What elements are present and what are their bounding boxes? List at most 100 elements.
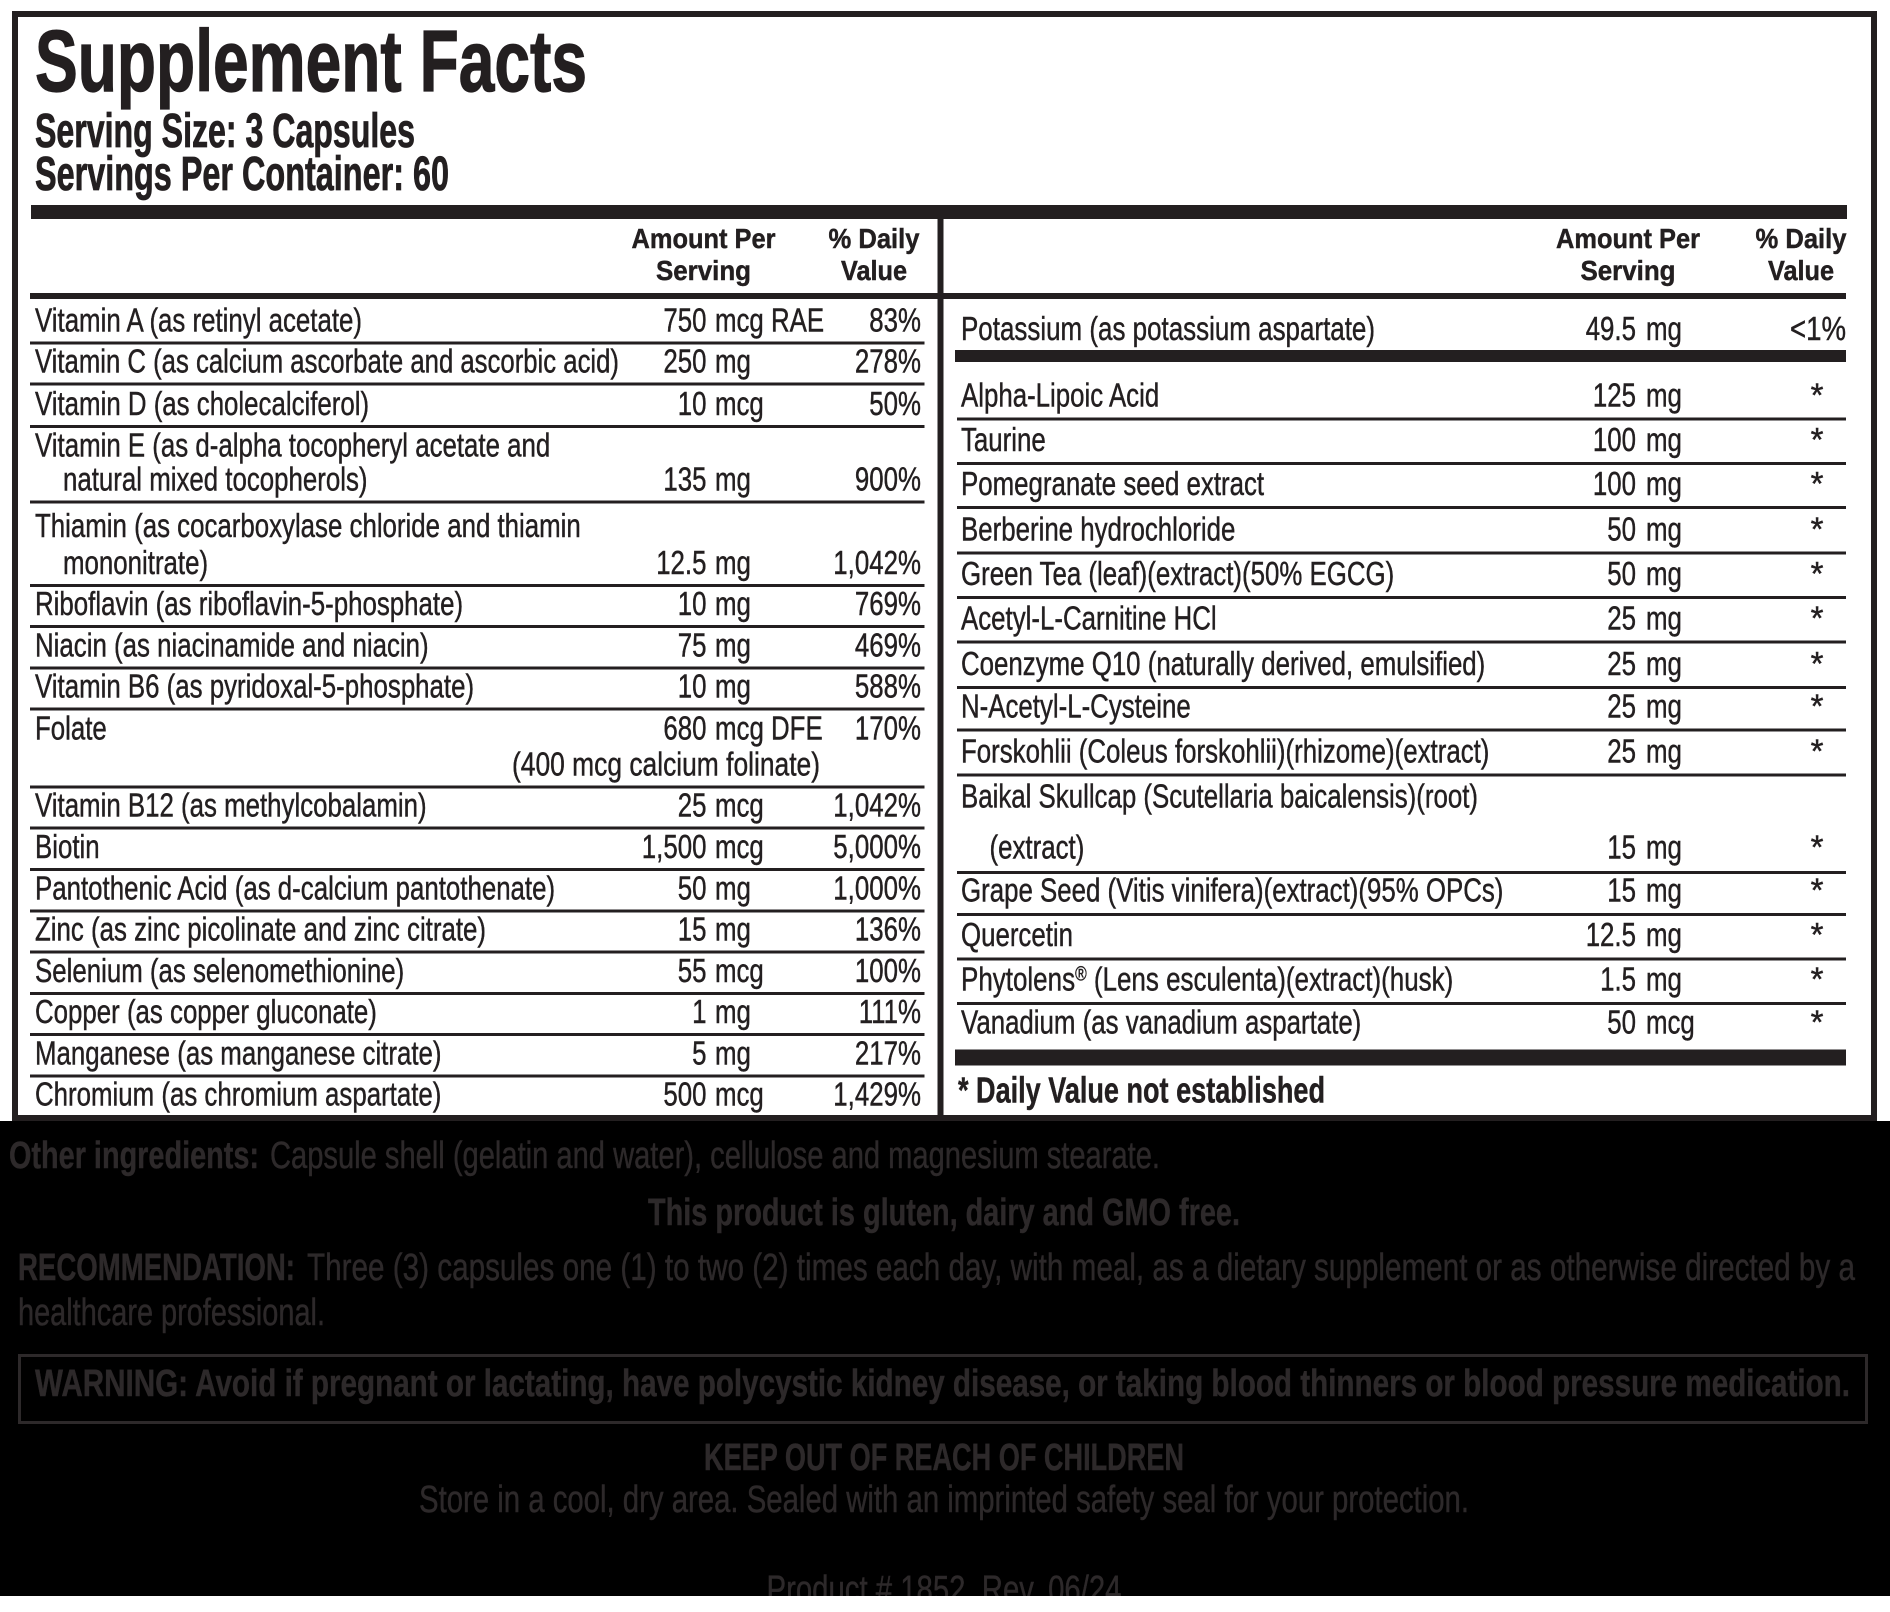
- svg-text:<1%: <1%: [1790, 310, 1846, 347]
- svg-text:KEEP OUT OF REACH OF CHILDREN: KEEP OUT OF REACH OF CHILDREN: [704, 1437, 1184, 1479]
- svg-text:Quercetin: Quercetin: [961, 916, 1073, 953]
- svg-text:125: 125: [1593, 377, 1636, 414]
- svg-text:Store in a cool, dry area. Sea: Store in a cool, dry area. Sealed with a…: [419, 1479, 1469, 1521]
- svg-text:mg: mg: [1646, 310, 1682, 347]
- svg-text:*: *: [1811, 421, 1824, 458]
- svg-text:mg: mg: [1646, 960, 1682, 997]
- svg-text:250: 250: [663, 343, 706, 380]
- svg-text:1,000%: 1,000%: [833, 869, 921, 906]
- svg-text:Selenium (as selenomethionine): Selenium (as selenomethionine): [35, 952, 404, 989]
- svg-text:170%: 170%: [855, 710, 921, 747]
- svg-text:Biotin: Biotin: [35, 828, 100, 865]
- svg-text:Taurine: Taurine: [961, 421, 1046, 458]
- svg-text:Value: Value: [1768, 255, 1834, 286]
- svg-text:mononitrate): mononitrate): [63, 544, 208, 581]
- svg-text:mg: mg: [1646, 600, 1682, 637]
- svg-text:Coenzyme Q10 (naturally derive: Coenzyme Q10 (naturally derived, emulsif…: [961, 645, 1485, 682]
- svg-text:1: 1: [692, 993, 706, 1030]
- svg-text:Pomegranate seed extract: Pomegranate seed extract: [961, 465, 1264, 502]
- svg-text:*: *: [1811, 733, 1824, 770]
- svg-text:mg: mg: [1646, 688, 1682, 725]
- svg-text:*: *: [1811, 465, 1824, 502]
- svg-text:Amount Per: Amount Per: [1556, 223, 1700, 254]
- svg-text:Grape Seed (Vitis vinifera)(ex: Grape Seed (Vitis vinifera)(extract)(95%…: [961, 872, 1503, 909]
- svg-text:Serving: Serving: [656, 255, 751, 286]
- svg-text:25: 25: [1607, 600, 1636, 637]
- svg-text:100: 100: [1593, 465, 1636, 502]
- svg-text:mg: mg: [1646, 377, 1682, 414]
- svg-text:1,042%: 1,042%: [833, 544, 921, 581]
- svg-text:*: *: [1811, 555, 1824, 592]
- svg-text:100%: 100%: [855, 952, 921, 989]
- svg-text:Zinc (as zinc picolinate and z: Zinc (as zinc picolinate and zinc citrat…: [35, 911, 486, 948]
- svg-text:12.5: 12.5: [1586, 916, 1636, 953]
- svg-text:mg: mg: [715, 911, 751, 948]
- svg-text:Servings Per Container: 60: Servings Per Container: 60: [35, 148, 449, 201]
- svg-text:mg: mg: [1646, 421, 1682, 458]
- svg-text:RECOMMENDATION:: RECOMMENDATION:: [18, 1247, 295, 1289]
- svg-text:mg: mg: [715, 544, 751, 581]
- svg-text:750: 750: [663, 301, 706, 338]
- svg-text:Baikal Skullcap (Scutellaria b: Baikal Skullcap (Scutellaria baicalensis…: [961, 778, 1478, 815]
- svg-text:mg: mg: [715, 626, 751, 663]
- svg-text:Thiamin (as cocarboxylase chlo: Thiamin (as cocarboxylase chloride and t…: [35, 507, 581, 544]
- svg-text:135: 135: [663, 461, 706, 498]
- svg-text:*: *: [1811, 829, 1824, 866]
- svg-text:mg: mg: [715, 993, 751, 1030]
- svg-text:*: *: [1811, 645, 1824, 682]
- svg-text:Chromium (as chromium aspartat: Chromium (as chromium aspartate): [35, 1076, 441, 1113]
- svg-text:50: 50: [1607, 555, 1636, 592]
- svg-text:mg: mg: [715, 343, 751, 380]
- svg-text:83%: 83%: [869, 301, 921, 338]
- svg-text:Berberine hydrochloride: Berberine hydrochloride: [961, 510, 1235, 547]
- svg-text:25: 25: [1607, 688, 1636, 725]
- svg-text:25: 25: [1607, 733, 1636, 770]
- svg-text:50: 50: [1607, 510, 1636, 547]
- svg-text:mg: mg: [715, 1035, 751, 1072]
- svg-text:Capsule shell (gelatin and wat: Capsule shell (gelatin and water), cellu…: [270, 1135, 1160, 1177]
- svg-text:10: 10: [678, 585, 707, 622]
- svg-text:N-Acetyl-L-Cysteine: N-Acetyl-L-Cysteine: [961, 688, 1191, 725]
- svg-text:217%: 217%: [855, 1035, 921, 1072]
- svg-text:mg: mg: [1646, 465, 1682, 502]
- svg-text:Value: Value: [841, 255, 907, 286]
- svg-text:Vitamin E (as d-alpha tocopher: Vitamin E (as d-alpha tocopheryl acetate…: [35, 427, 550, 464]
- svg-text:*: *: [1811, 688, 1824, 725]
- svg-text:Vitamin C (as calcium ascorbat: Vitamin C (as calcium ascorbate and asco…: [35, 343, 619, 380]
- svg-text:mcg: mcg: [715, 952, 764, 989]
- svg-text:Serving Size: 3 Capsules: Serving Size: 3 Capsules: [35, 105, 415, 158]
- svg-text:*: *: [1811, 377, 1824, 414]
- svg-text:10: 10: [678, 668, 707, 705]
- svg-text:Vanadium (as vanadium aspartat: Vanadium (as vanadium aspartate): [961, 1004, 1361, 1041]
- svg-text:Copper (as copper gluconate): Copper (as copper gluconate): [35, 993, 377, 1030]
- svg-text:25: 25: [1607, 645, 1636, 682]
- svg-text:136%: 136%: [855, 911, 921, 948]
- svg-text:10: 10: [678, 385, 707, 422]
- svg-text:mg: mg: [715, 461, 751, 498]
- svg-text:mg: mg: [715, 585, 751, 622]
- svg-text:Phytolens® (Lens esculenta)(ex: Phytolens® (Lens esculenta)(extract)(hus…: [961, 960, 1453, 997]
- svg-text:mg: mg: [1646, 555, 1682, 592]
- svg-text:mg: mg: [1646, 872, 1682, 909]
- svg-text:Supplement Facts: Supplement Facts: [35, 13, 587, 110]
- svg-text:mg: mg: [1646, 829, 1682, 866]
- svg-text:Three (3) capsules one (1) to: Three (3) capsules one (1) to two (2) ti…: [307, 1247, 1856, 1289]
- svg-text:5: 5: [692, 1035, 706, 1072]
- svg-text:mcg: mcg: [1646, 1004, 1695, 1041]
- svg-text:(400 mcg calcium folinate): (400 mcg calcium folinate): [512, 745, 820, 782]
- svg-text:*: *: [1811, 1004, 1824, 1041]
- svg-text:5,000%: 5,000%: [833, 828, 921, 865]
- svg-text:mcg: mcg: [715, 385, 764, 422]
- svg-text:This product is gluten, dairy: This product is gluten, dairy and GMO fr…: [648, 1192, 1240, 1234]
- svg-text:Amount Per: Amount Per: [632, 223, 776, 254]
- svg-text:12.5: 12.5: [656, 544, 706, 581]
- svg-text:Vitamin B12 (as methylcobalami: Vitamin B12 (as methylcobalamin): [35, 787, 427, 824]
- svg-text:(extract): (extract): [990, 829, 1085, 866]
- svg-text:Serving: Serving: [1581, 255, 1676, 286]
- svg-text:Niacin (as niacinamide and nia: Niacin (as niacinamide and niacin): [35, 626, 429, 663]
- svg-text:100: 100: [1593, 421, 1636, 458]
- svg-text:mg: mg: [715, 869, 751, 906]
- svg-text:* Daily Value not established: * Daily Value not established: [958, 1069, 1325, 1110]
- svg-text:Vitamin A (as retinyl acetate): Vitamin A (as retinyl acetate): [35, 301, 362, 338]
- svg-text:50%: 50%: [869, 385, 921, 422]
